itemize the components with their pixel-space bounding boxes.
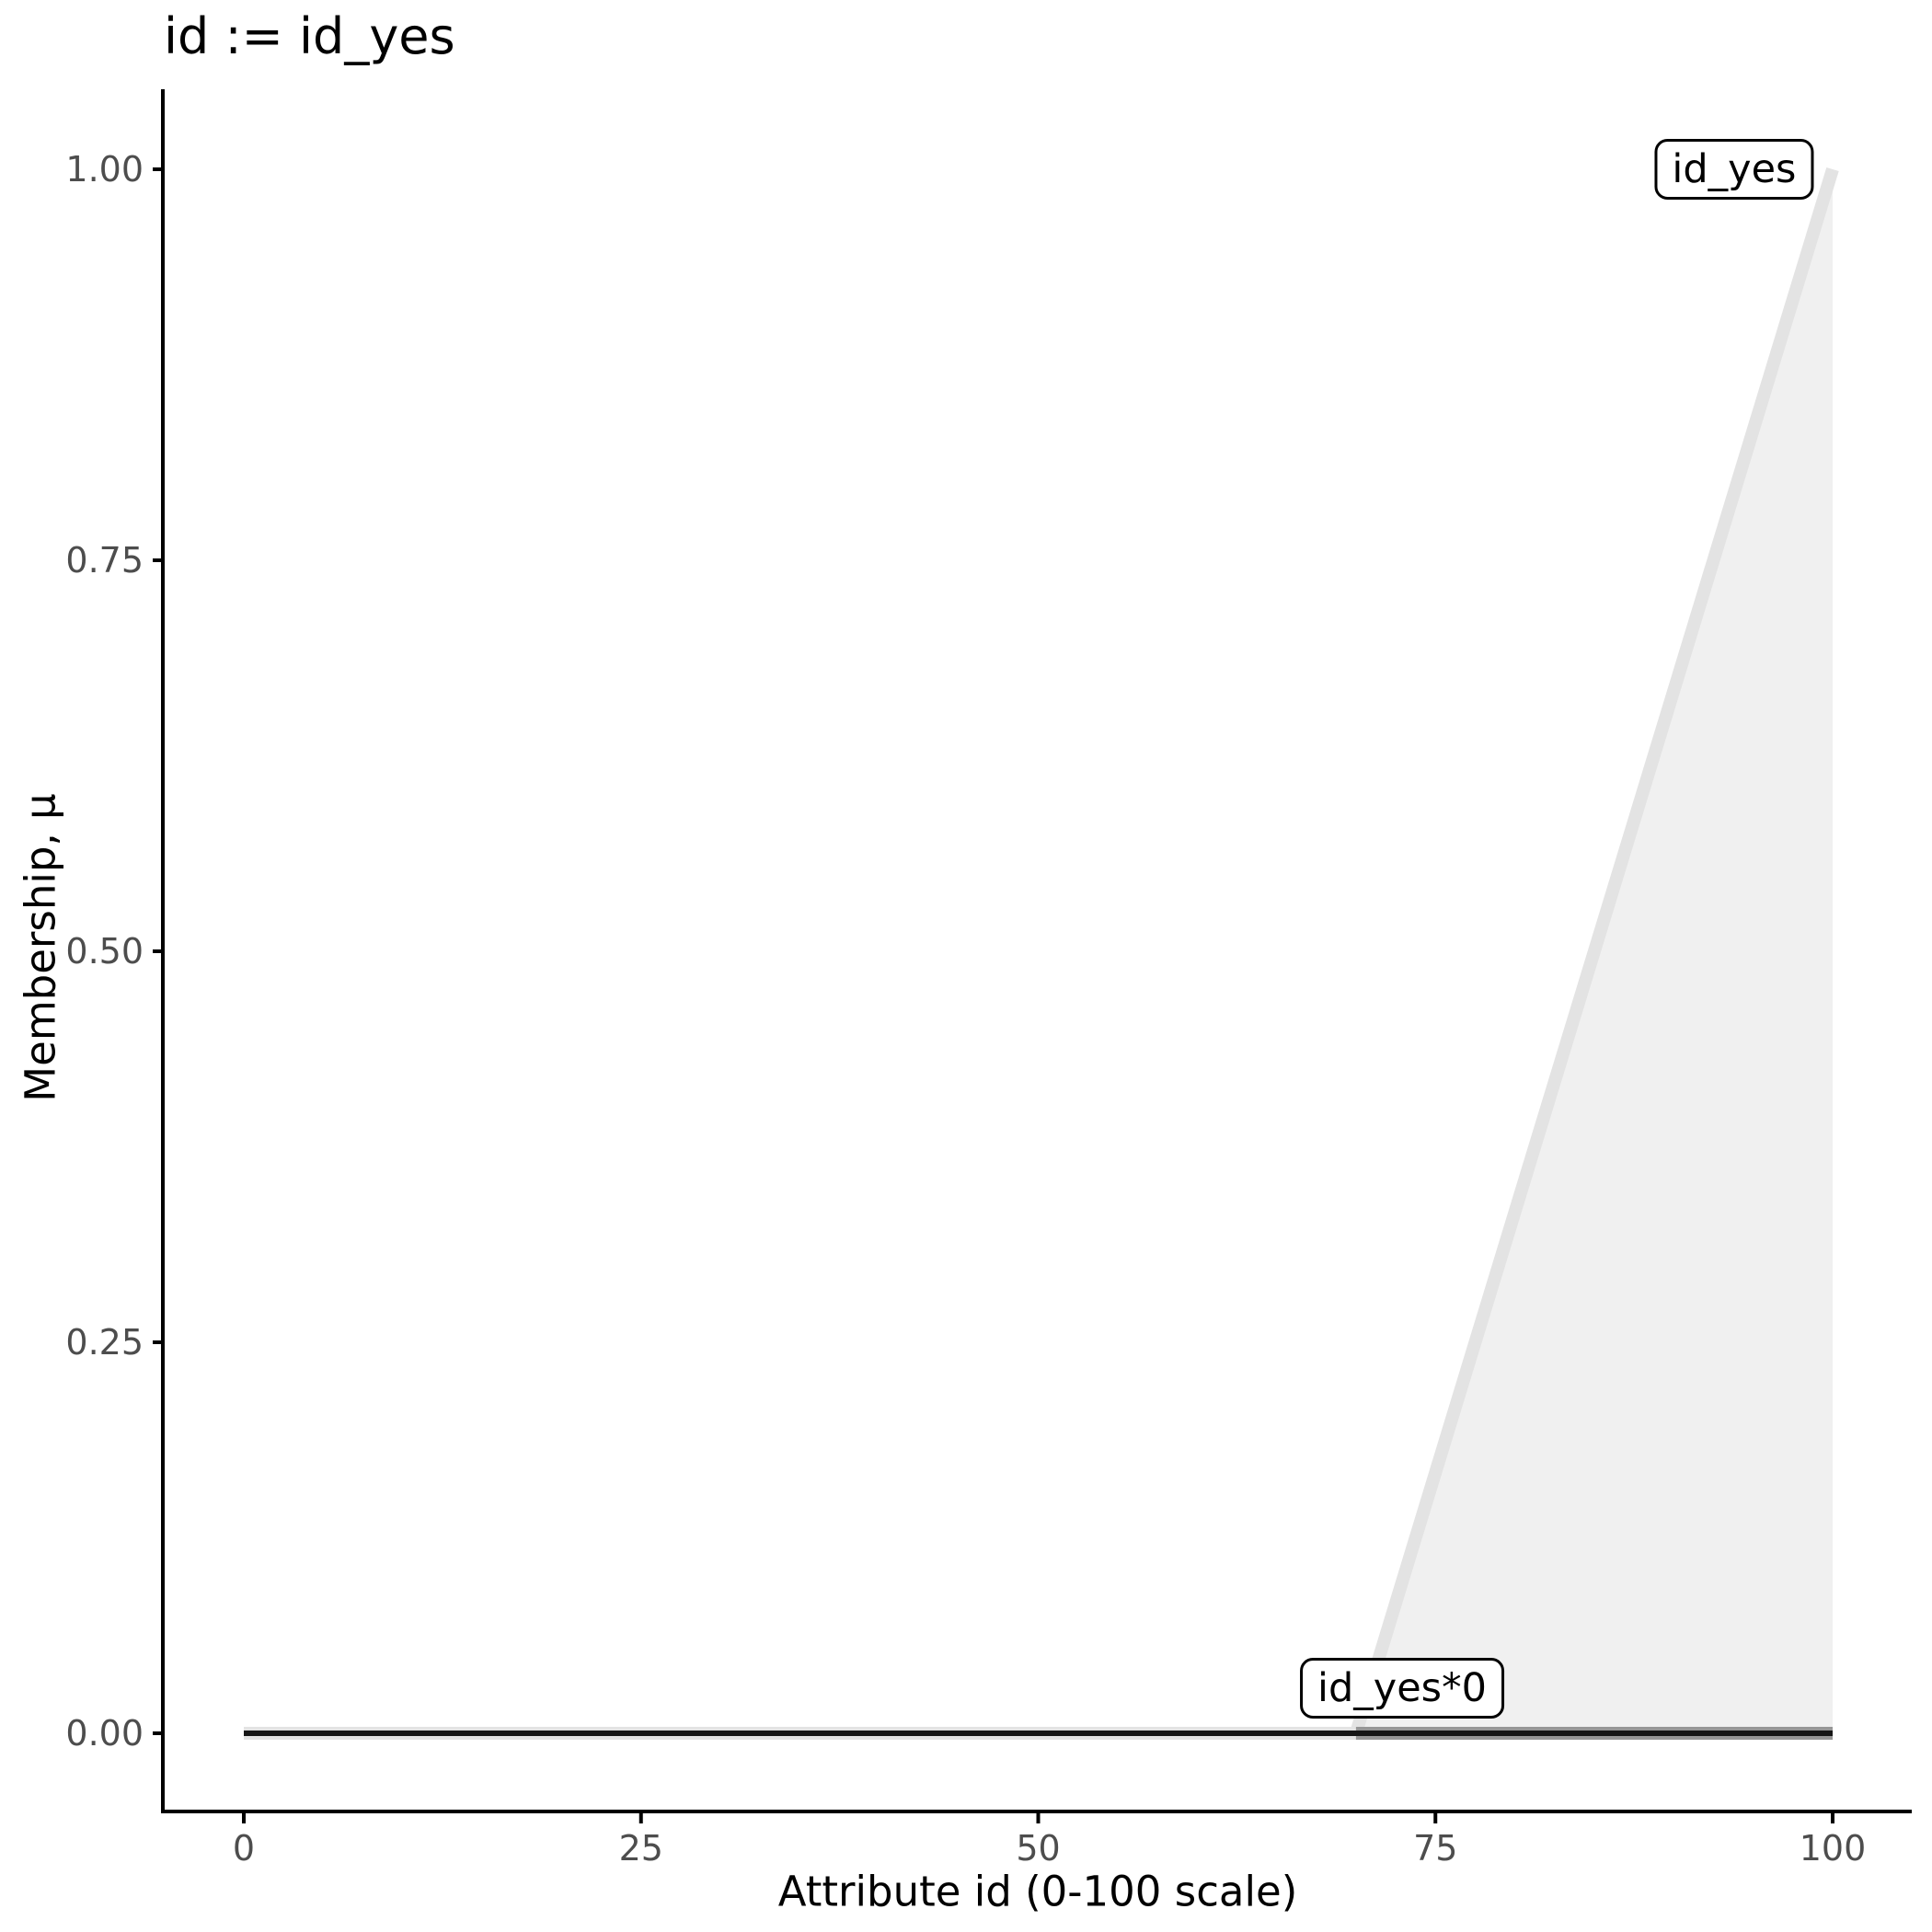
x-tick-label: 75 [1413,1828,1457,1869]
y-tick-label: 0.75 [65,540,144,581]
y-tick-label: 0.50 [65,931,144,972]
x-tick-label: 0 [233,1828,255,1869]
annotation-id-yes: id_yes [1654,139,1814,200]
y-tick-label: 0.25 [65,1322,144,1363]
y-tick-label: 1.00 [65,149,144,190]
annotation-id-yes-times-0: id_yes*0 [1300,1657,1504,1719]
x-axis-title: Attribute id (0-100 scale) [777,1867,1298,1916]
x-tick-label: 25 [619,1828,663,1869]
axis-ticks: 0 25 50 75 100 0.00 0.25 0.50 0.75 1.00 [65,149,1866,1869]
y-axis-title: Membership, μ [16,793,65,1102]
chart-title: id := id_yes [164,7,455,65]
x-tick-label: 50 [1016,1828,1060,1869]
chart-shapes [244,167,1839,1740]
y-tick-label: 0.00 [65,1713,144,1754]
x-tick-label: 100 [1800,1828,1867,1869]
